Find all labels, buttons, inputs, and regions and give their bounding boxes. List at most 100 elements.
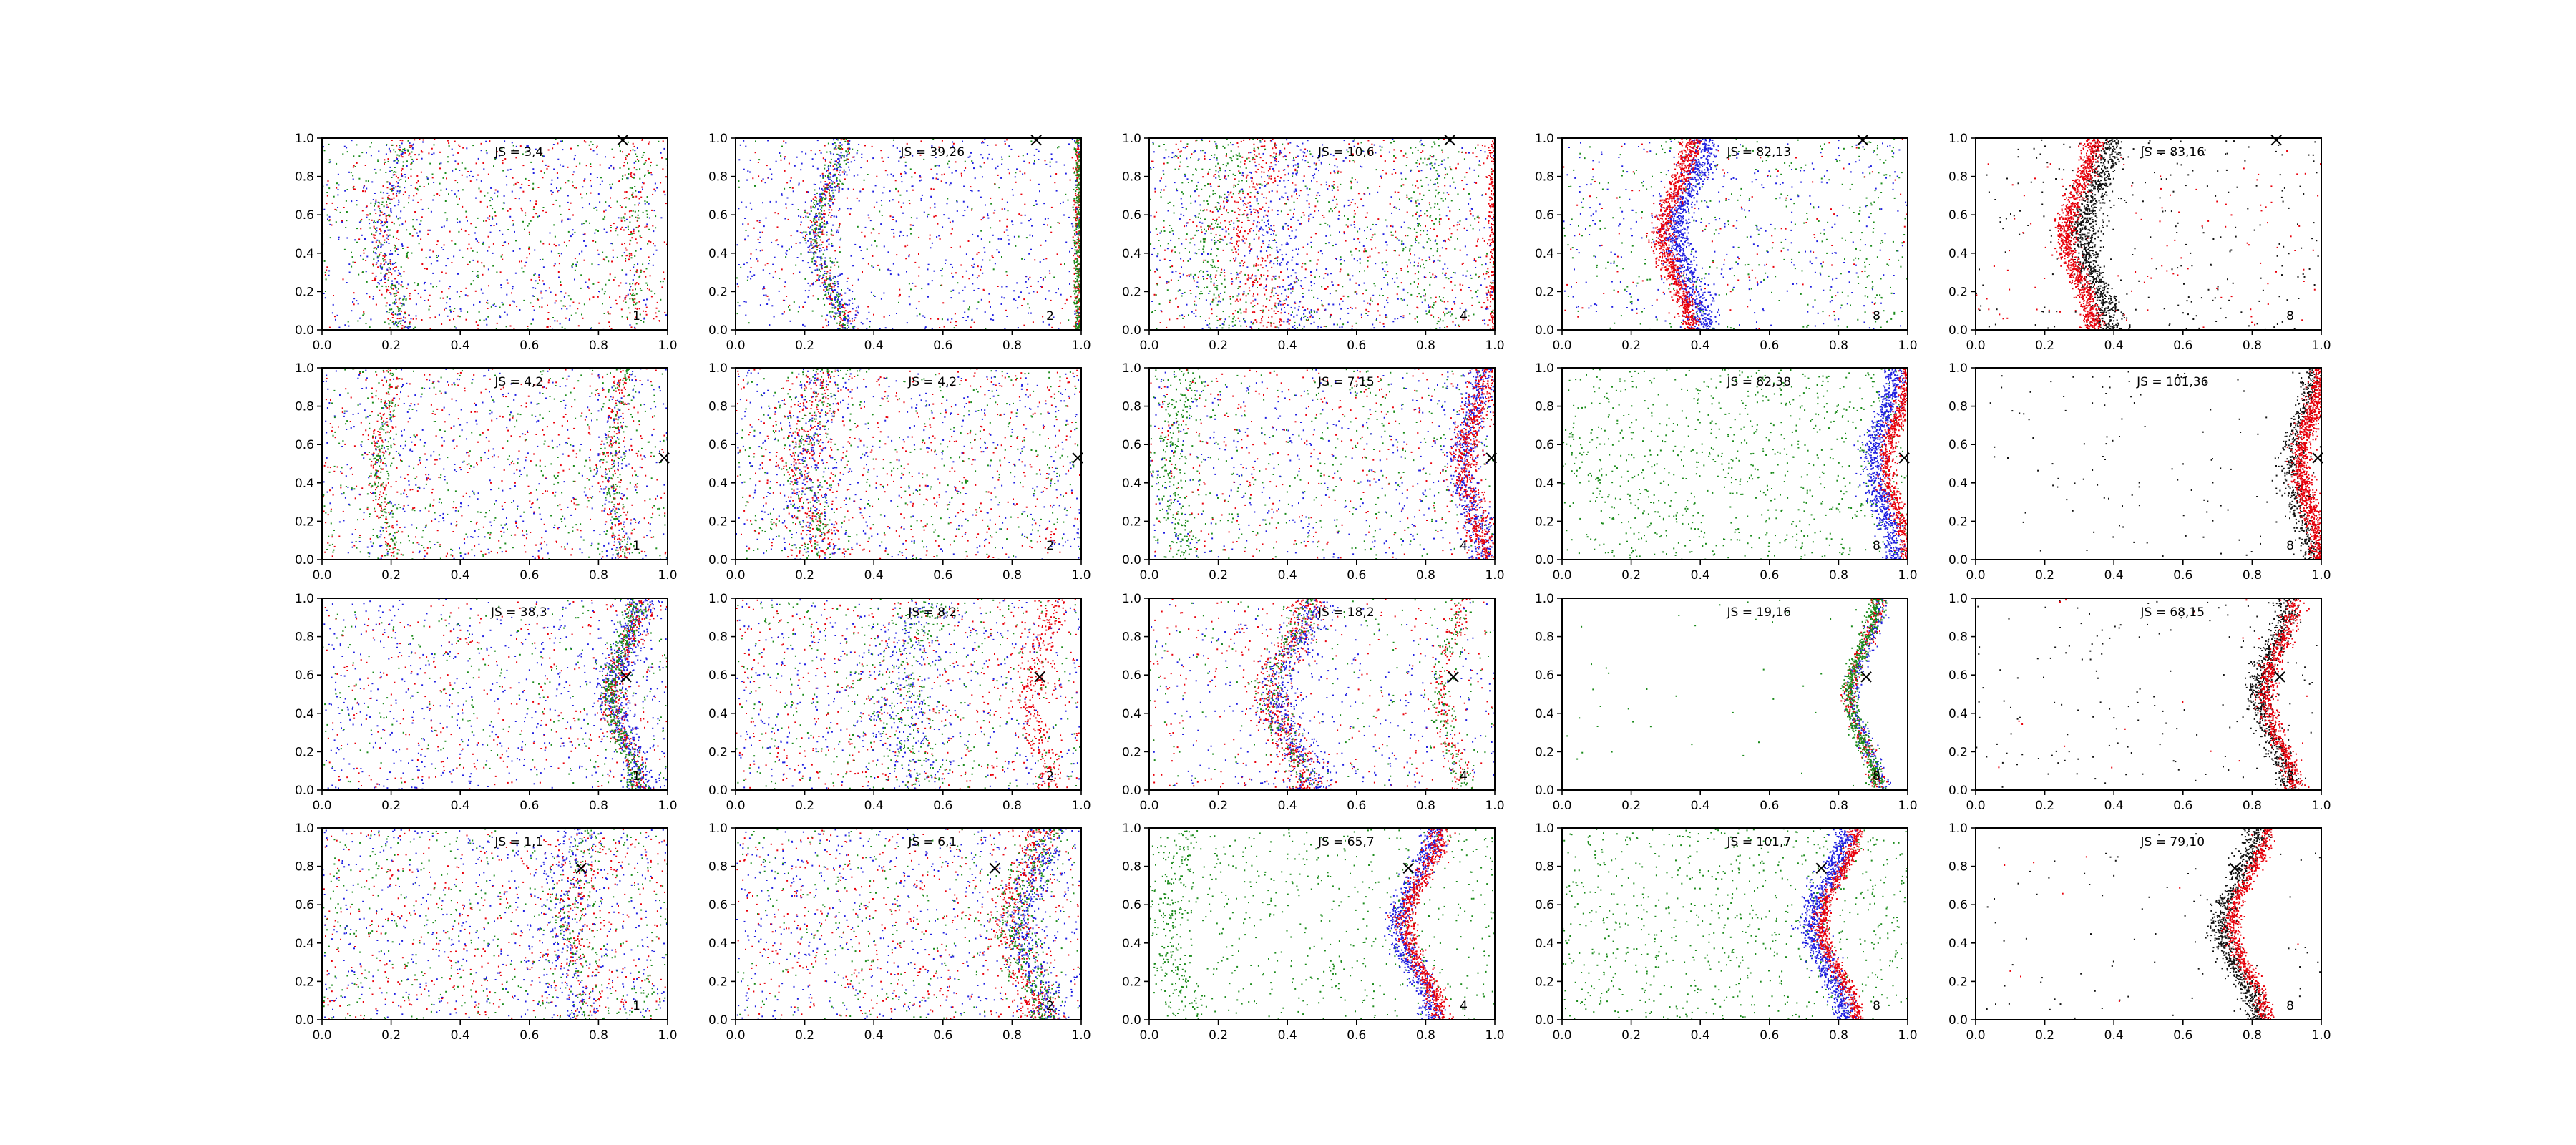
scatter-point (445, 272, 447, 274)
scatter-point (1493, 232, 1495, 234)
scatter-point (965, 253, 967, 255)
scatter-point (1255, 155, 1257, 157)
scatter-point (836, 185, 839, 187)
scatter-point (1300, 223, 1302, 225)
scatter-point (839, 303, 841, 305)
scatter-point (814, 263, 816, 265)
scatter-point (854, 313, 857, 316)
scatter-point (379, 242, 381, 244)
scatter-point (1488, 183, 1491, 185)
scatter-point (394, 167, 396, 168)
scatter-point (1027, 303, 1029, 305)
scatter-point (1015, 299, 1017, 301)
scatter-point (375, 213, 377, 214)
scatter-point (915, 307, 917, 309)
scatter-point (971, 265, 973, 267)
scatter-point (766, 295, 769, 297)
scatter-point (589, 222, 590, 224)
scatter-point (1259, 310, 1262, 311)
scatter-point (542, 258, 544, 260)
scatter-point (804, 237, 806, 239)
scatter-point (540, 170, 542, 172)
scatter-point (819, 247, 821, 249)
scatter-point (398, 155, 400, 157)
scatter-point (1035, 148, 1038, 150)
scatter-point (829, 298, 831, 301)
scatter-point (646, 298, 648, 301)
scatter-point (375, 278, 377, 280)
scatter-point (532, 172, 535, 174)
scatter-point (1260, 246, 1262, 248)
scatter-point (1430, 314, 1433, 316)
scatter-point (819, 195, 821, 198)
series-red (1151, 138, 1498, 330)
scatter-point (1073, 149, 1075, 151)
scatter-point (1075, 328, 1078, 329)
scatter-point (1073, 242, 1075, 244)
scatter-point (1073, 189, 1075, 190)
scatter-point (504, 140, 506, 142)
scatter-point (1228, 221, 1230, 223)
scatter-point (374, 209, 376, 211)
scatter-point (488, 285, 489, 287)
scatter-point (841, 298, 843, 301)
scatter-point (401, 303, 403, 305)
scatter-point (454, 168, 457, 170)
scatter-point (830, 233, 832, 235)
scatter-point (343, 145, 346, 147)
scatter-point (824, 257, 826, 259)
scatter-point (635, 160, 637, 162)
scatter-point (1395, 157, 1397, 159)
scatter-point (514, 198, 517, 199)
scatter-point (441, 323, 443, 325)
scatter-point (1282, 156, 1284, 158)
scatter-point (805, 235, 806, 237)
scatter-point (1262, 206, 1264, 208)
scatter-point (364, 248, 366, 250)
scatter-point (815, 219, 817, 221)
scatter-point (615, 303, 618, 305)
scatter-point (846, 155, 848, 157)
scatter-point (535, 200, 537, 203)
scatter-point (470, 283, 472, 286)
scatter-point (1277, 311, 1279, 312)
scatter-point (644, 226, 646, 228)
scatter-point (833, 174, 835, 176)
scatter-point (381, 266, 384, 268)
scatter-point (532, 182, 535, 185)
scatter-point (1005, 286, 1008, 288)
scatter-point (388, 243, 390, 244)
scatter-point (410, 318, 412, 320)
scatter-point (1496, 208, 1498, 209)
scatter-point (1208, 228, 1209, 230)
scatter-point (346, 147, 348, 149)
scatter-point (449, 309, 452, 311)
scatter-point (389, 253, 391, 255)
scatter-point (824, 294, 826, 296)
scatter-point (805, 152, 807, 155)
scatter-point (1032, 235, 1033, 237)
scatter-point (1008, 239, 1010, 241)
scatter-point (1213, 284, 1215, 286)
scatter-point (847, 287, 849, 289)
scatter-point (792, 190, 794, 193)
scatter-point (1236, 244, 1238, 245)
scatter-point (789, 180, 791, 182)
scatter-point (354, 239, 356, 241)
scatter-point (854, 319, 855, 321)
scatter-point (486, 152, 488, 155)
scatter-point (812, 252, 814, 254)
scatter-point (633, 167, 635, 169)
scatter-point (854, 326, 856, 328)
scatter-point (1270, 177, 1272, 180)
scatter-point (1077, 219, 1079, 221)
scatter-point (1435, 296, 1437, 298)
scatter-point (1078, 306, 1080, 308)
scatter-point (1273, 170, 1275, 172)
scatter-point (436, 244, 438, 245)
scatter-point (840, 167, 842, 168)
scatter-point (449, 306, 451, 308)
scatter-point (620, 228, 622, 230)
scatter-point (380, 267, 381, 269)
scatter-point (389, 259, 391, 261)
